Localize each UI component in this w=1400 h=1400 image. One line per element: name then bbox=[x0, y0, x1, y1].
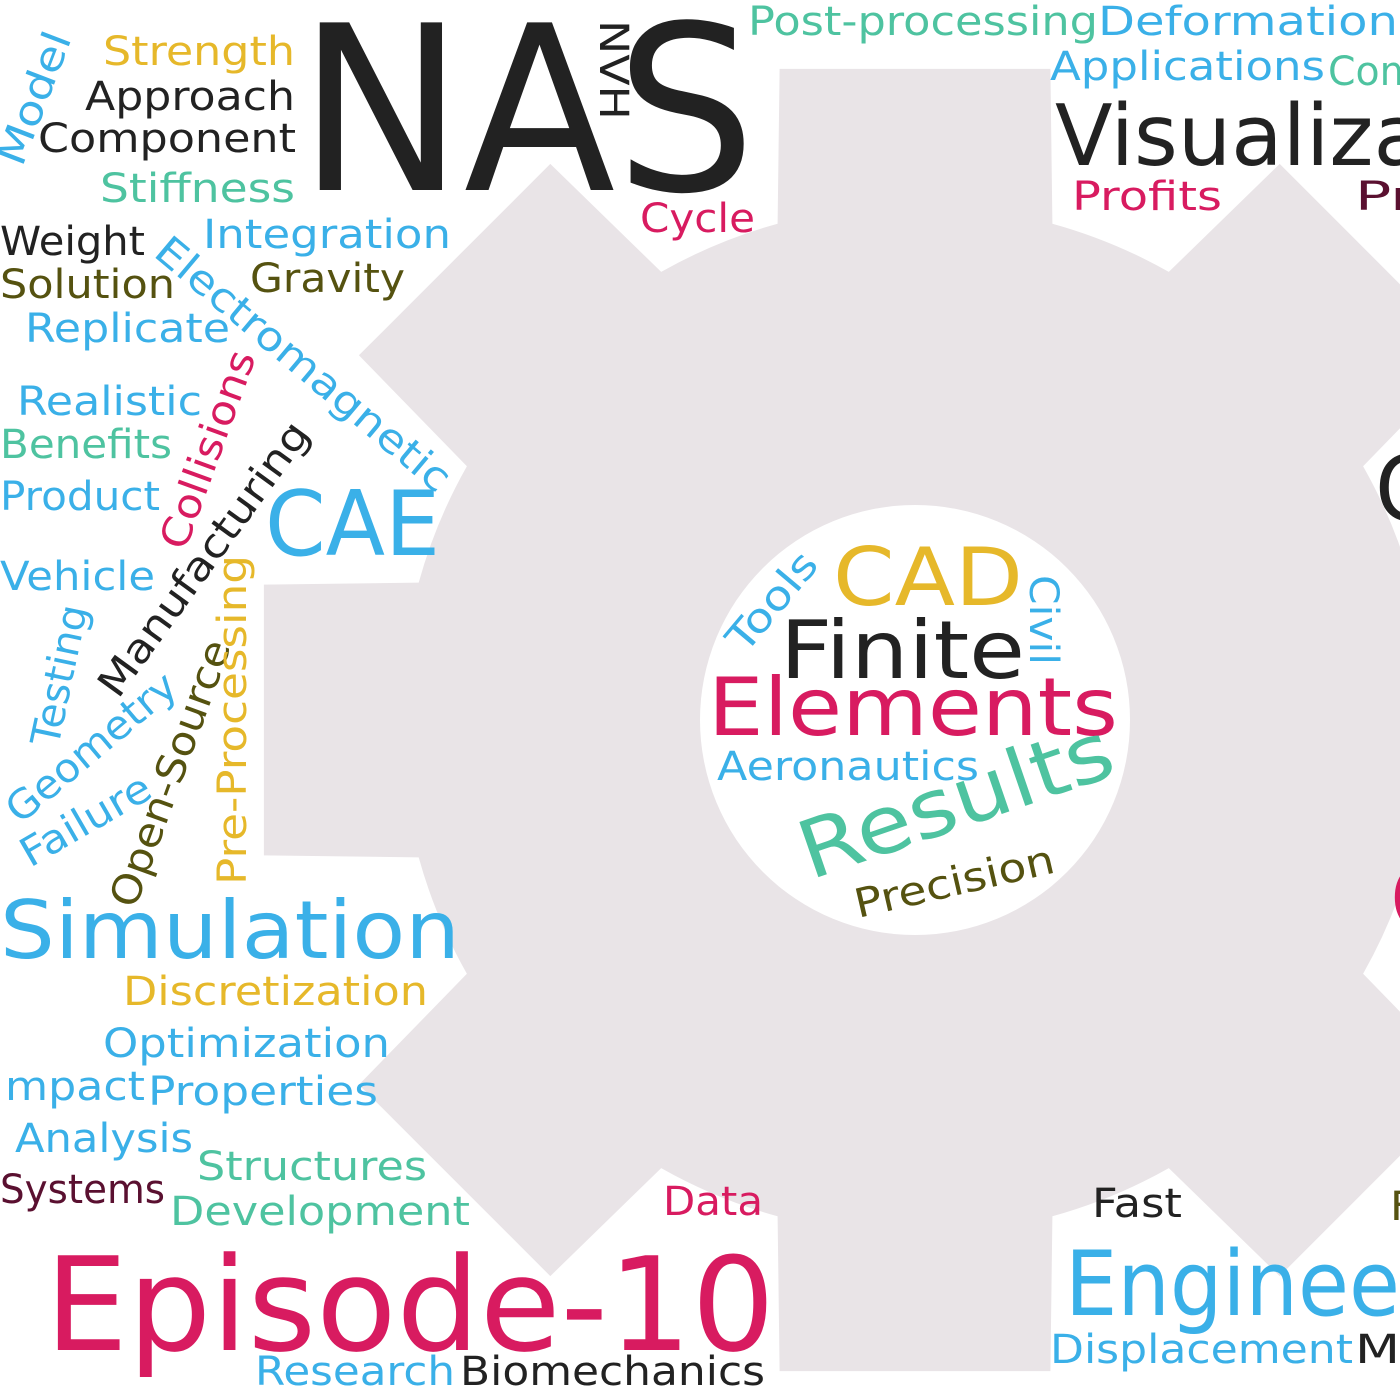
word: NVH bbox=[590, 20, 636, 120]
word: Aeronautics bbox=[717, 744, 979, 790]
word: Visualiza bbox=[1055, 87, 1400, 186]
word: Weight bbox=[0, 219, 145, 265]
word: Component bbox=[38, 116, 296, 162]
word: Cycle bbox=[640, 196, 755, 242]
word: Profits bbox=[1072, 174, 1222, 220]
word: Solution bbox=[0, 262, 175, 308]
word: Com bbox=[1328, 49, 1400, 95]
word: Properties bbox=[148, 1069, 378, 1115]
word: Research bbox=[255, 1349, 455, 1395]
word: Strength bbox=[103, 29, 295, 75]
word: Analysis bbox=[15, 1116, 193, 1162]
word: Data bbox=[663, 1179, 763, 1225]
word: Pre-Processing bbox=[210, 555, 256, 885]
word: Post-processing bbox=[748, 0, 1098, 45]
word: Fast bbox=[1092, 1181, 1182, 1227]
word: Development bbox=[170, 1189, 470, 1235]
word: Enginee bbox=[1065, 1232, 1400, 1337]
word: CAE bbox=[265, 472, 440, 577]
word: NAS bbox=[298, 0, 756, 245]
word: Simulation bbox=[0, 884, 460, 977]
word: Integration bbox=[203, 212, 451, 258]
word: Deformation bbox=[1098, 0, 1398, 45]
word: Applications bbox=[1050, 44, 1325, 90]
gear-hole bbox=[700, 505, 1130, 935]
word: Approach bbox=[85, 74, 295, 120]
word: M bbox=[1355, 1327, 1400, 1373]
word: Systems bbox=[0, 1167, 165, 1213]
word: Elements bbox=[708, 661, 1118, 754]
word: C bbox=[1390, 847, 1400, 952]
word: Benefits bbox=[0, 422, 172, 468]
word: Product bbox=[0, 474, 160, 520]
word: CAD bbox=[833, 531, 1023, 624]
word: Discretization bbox=[123, 969, 428, 1015]
word: Replicate bbox=[25, 306, 230, 352]
word: C bbox=[1375, 437, 1400, 542]
word: Structures bbox=[197, 1144, 427, 1190]
word: Civil bbox=[1020, 575, 1066, 665]
word: Gravity bbox=[250, 256, 405, 302]
word: Vehicle bbox=[0, 554, 155, 600]
word: Episode-10 bbox=[45, 1229, 775, 1381]
word: Pr bbox=[1355, 174, 1400, 220]
word: Displacement bbox=[1050, 1327, 1353, 1373]
word: Realistic bbox=[17, 379, 202, 425]
word: F bbox=[1390, 1184, 1400, 1230]
word: Biomechanics bbox=[460, 1349, 765, 1395]
word: Stiffness bbox=[100, 166, 295, 212]
word: mpact bbox=[5, 1064, 145, 1110]
word: Optimization bbox=[103, 1021, 390, 1067]
word: Finite bbox=[780, 604, 1025, 697]
